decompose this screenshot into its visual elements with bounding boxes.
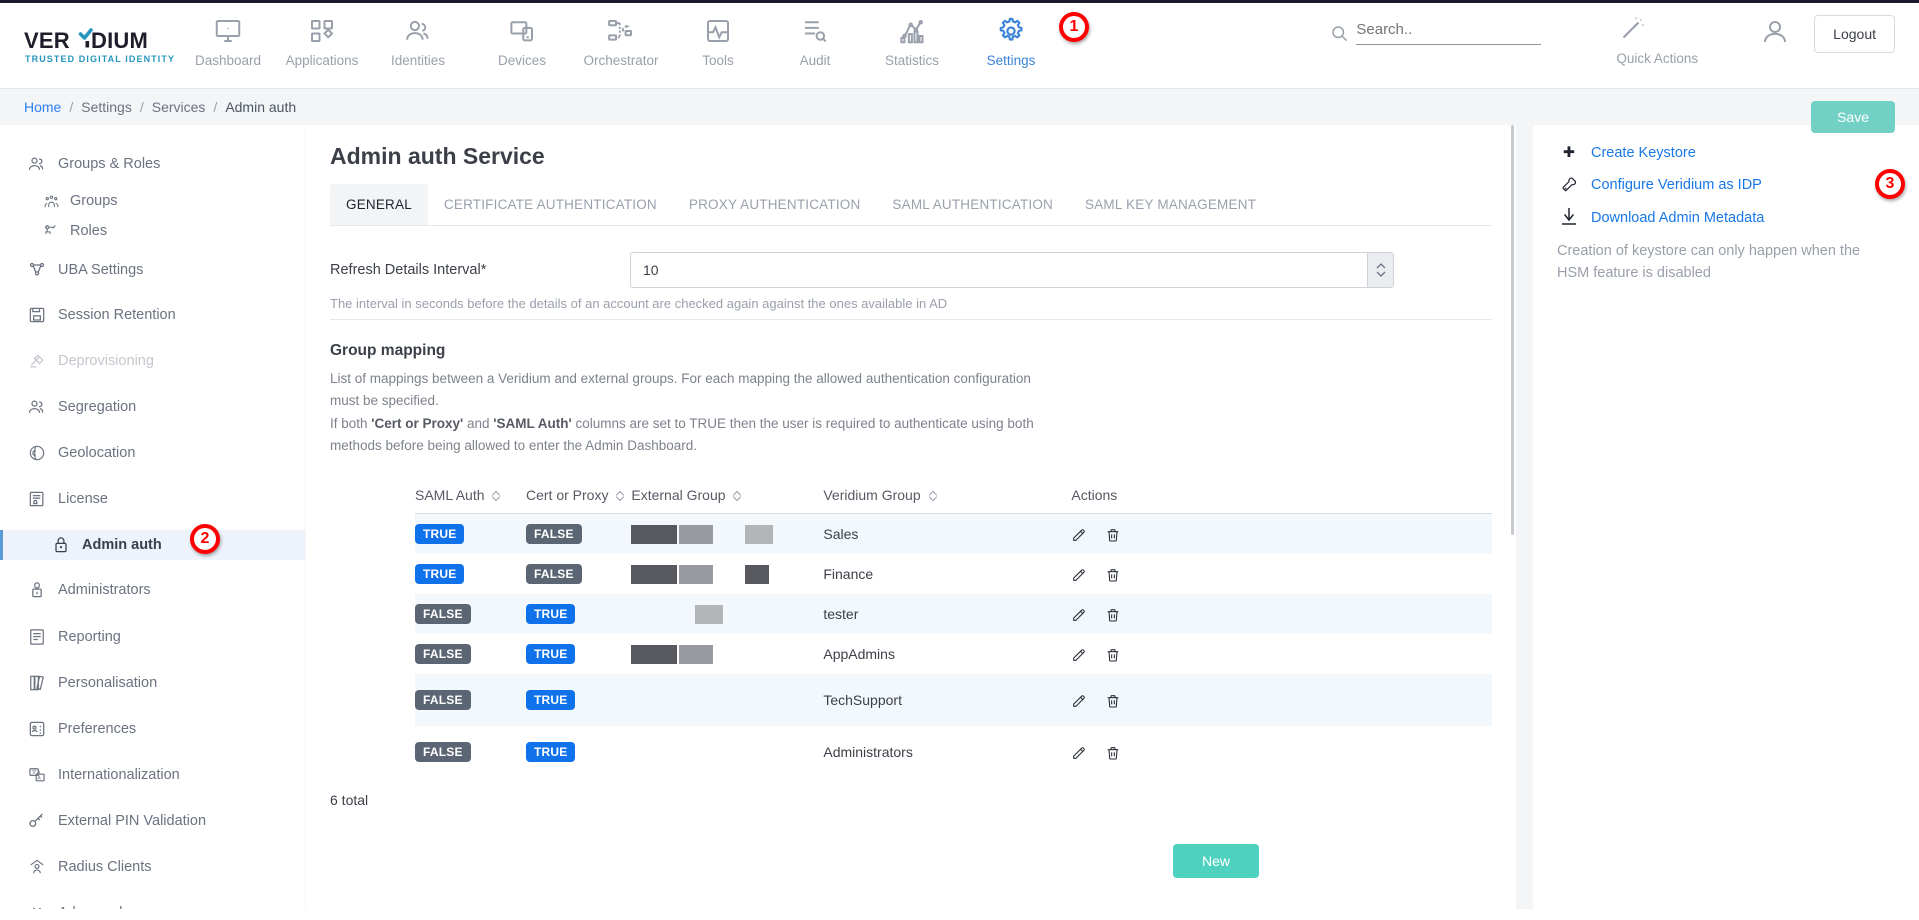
svg-text:DIUM: DIUM (91, 28, 148, 53)
svg-text:TRUSTED DIGITAL IDENTITY: TRUSTED DIGITAL IDENTITY (25, 54, 175, 64)
svg-text:VER: VER (24, 28, 70, 53)
